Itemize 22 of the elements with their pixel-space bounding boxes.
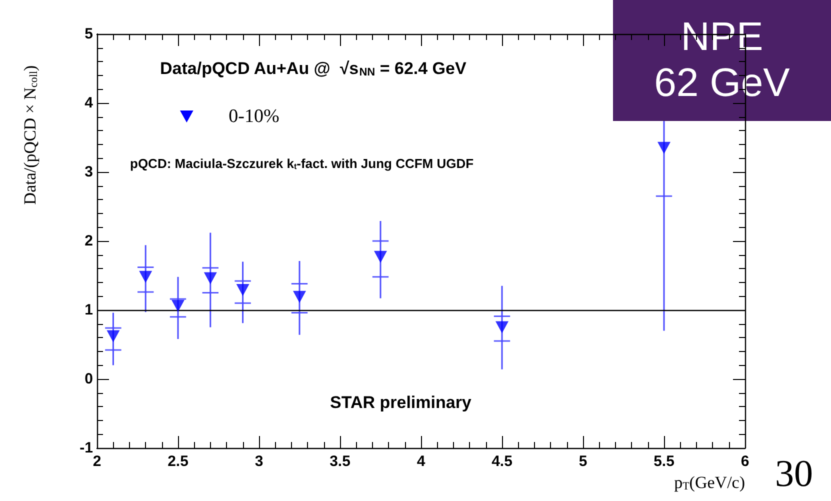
text: 30 [775,453,813,495]
y-tick-label: 4 [84,94,94,112]
y-tick-label: 1 [84,302,93,318]
annotation: STAR preliminary [330,393,472,412]
text: Data/pQCD Au+Au @ √sNN = 62.4 GeV [160,59,467,78]
y-tick-label: 3 [84,164,93,180]
x-tick-label: 2.5 [168,453,188,470]
x-axis-title: pT(GeV/c) [674,473,746,492]
legend-label: 0-10% [228,106,280,127]
x-tick-label: 3 [254,453,264,470]
y-axis-title: Data/(pQCD × Ncoll) [20,65,40,205]
x-tick-label: 6 [740,453,750,470]
y-tick-label: 2 [84,232,93,250]
x-tick-label: 5.5 [654,453,674,470]
y-tick-label: 0 [84,370,93,388]
x-tick-label: 5 [578,453,588,470]
annotation: pQCD: Maciula-Szczurek kt-fact. with Jung CCFM UGDF [130,156,474,171]
x-tick-label: 4.5 [492,453,512,470]
x-tick-label: 3.5 [330,453,350,470]
y-tick-label: 5 [84,26,93,42]
x-tick-label: 4 [416,453,426,470]
y-tick-label: -1 [80,440,93,456]
